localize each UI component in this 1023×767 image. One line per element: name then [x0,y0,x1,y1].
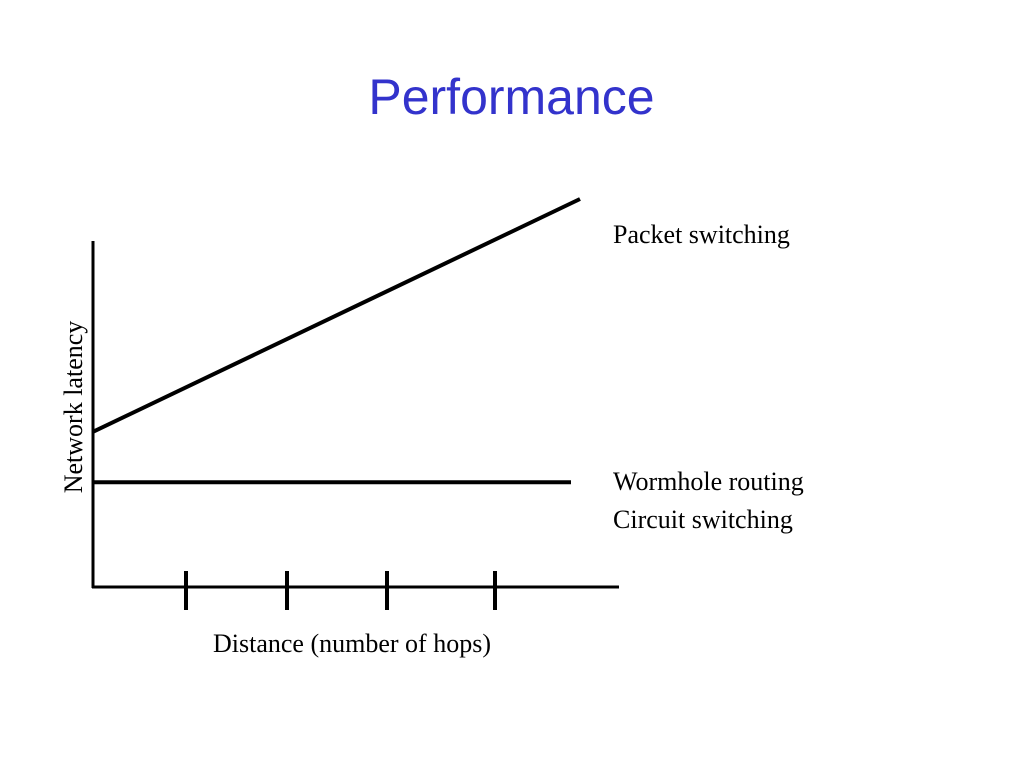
series-labels: Packet switching Wormhole routing Circuit … [613,220,804,534]
series-lines [92,197,581,485]
x-axis-label: Distance (number of hops) [213,629,491,658]
series-label: Circuit switching [613,505,793,534]
x-axis-ticks [184,571,497,610]
series-label: Wormhole routing [613,467,804,496]
page-title: Performance [368,69,655,125]
series-label: Packet switching [613,220,790,249]
series-line-0 [92,197,581,434]
y-axis-label: Network latency [59,321,88,494]
